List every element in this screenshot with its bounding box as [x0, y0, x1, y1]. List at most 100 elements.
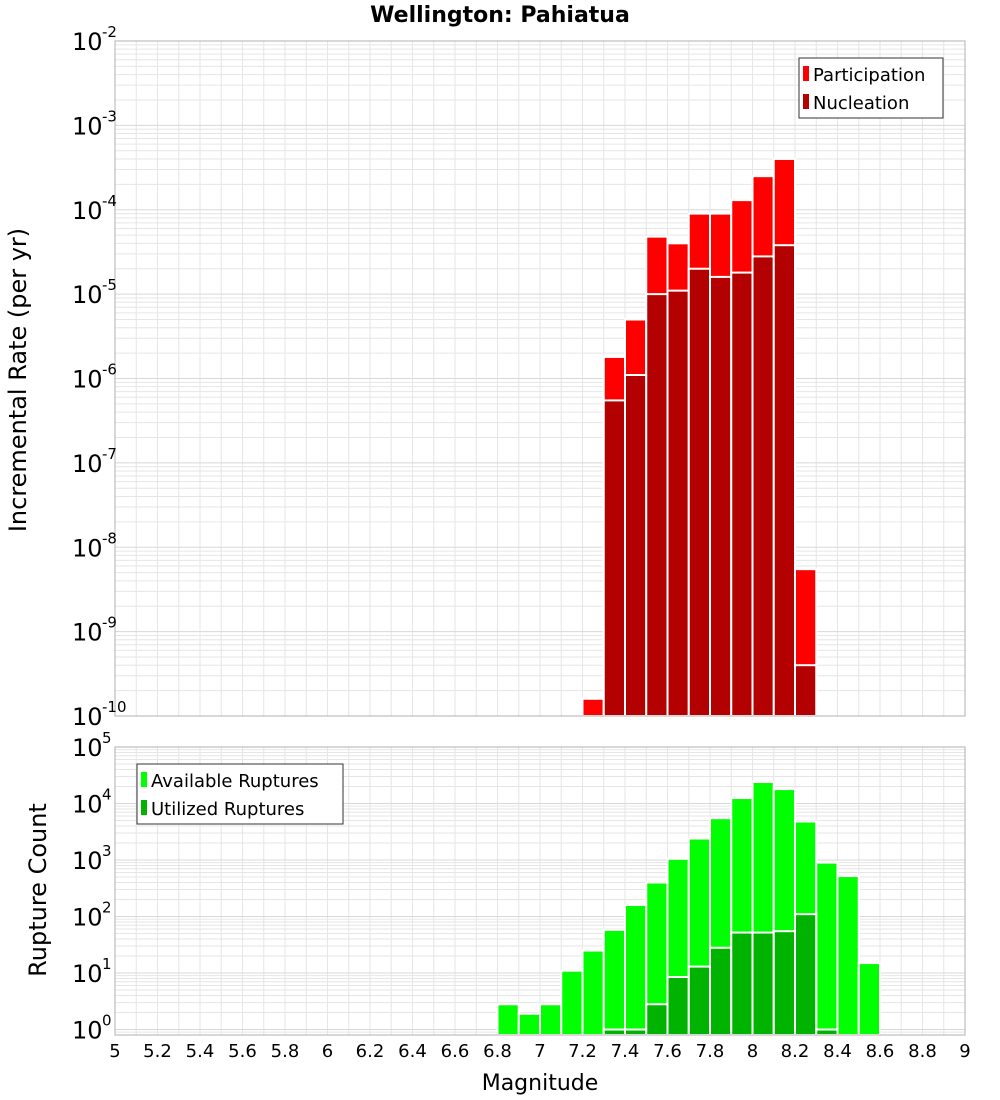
top-y-tick-label: 10 -9 — [72, 614, 117, 647]
svg-text:-9: -9 — [102, 614, 117, 632]
top-bar-nucleation — [645, 293, 669, 717]
chart-title: Wellington: Pahiatua — [370, 3, 630, 28]
bottom-legend-swatch — [141, 772, 147, 787]
bottom-bar-available-ruptures — [624, 903, 648, 1036]
bottom-bar-available-ruptures — [602, 928, 626, 1037]
x-tick-label: 7.8 — [696, 1041, 725, 1062]
x-tick-label: 8.8 — [908, 1041, 937, 1062]
x-tick-label: 8 — [747, 1041, 758, 1062]
svg-text:10: 10 — [72, 450, 103, 478]
svg-text:-10: -10 — [102, 698, 127, 716]
x-tick-label: 6.8 — [483, 1041, 512, 1062]
svg-text:5: 5 — [102, 729, 112, 747]
bottom-x-ticks: 5 5.2 5.4 5.6 5.8 6 6.2 6.4 6.6 6.8 7 7.2 7.4 7.6 7.8 8… — [109, 1041, 970, 1062]
svg-text:-7: -7 — [102, 445, 117, 463]
bottom-legend-swatch — [141, 800, 147, 815]
svg-text:10: 10 — [72, 112, 103, 140]
svg-text:10: 10 — [72, 281, 103, 309]
bottom-bar-available-ruptures — [496, 1003, 520, 1036]
svg-text:-6: -6 — [102, 361, 117, 379]
x-tick-label: 8.2 — [781, 1041, 810, 1062]
top-y-tick-label: 10 -2 — [72, 23, 117, 56]
top-y-tick-label: 10 -5 — [72, 276, 117, 309]
x-tick-label: 6.2 — [356, 1041, 385, 1062]
top-series-nucleation — [602, 244, 818, 718]
bottom-bar-available-ruptures — [836, 875, 860, 1036]
svg-text:-3: -3 — [102, 107, 117, 125]
svg-text:10: 10 — [72, 619, 103, 647]
svg-text:3: 3 — [102, 842, 112, 860]
bottom-legend-box — [136, 763, 344, 825]
top-y-tick-label: 10 -3 — [72, 107, 117, 140]
top-bar-nucleation — [666, 289, 690, 717]
x-tick-label: 7.4 — [611, 1041, 640, 1062]
top-y-tick-label: 10 -7 — [72, 445, 117, 478]
bottom-y-tick-label: 10 4 — [72, 786, 112, 819]
svg-text:10: 10 — [72, 734, 103, 762]
bottom-panel-rupture-count-chart: 10 010 110 210 310 410 55 5.2 5.4 5.6 5.8 6 6.2 6.4 6.… — [72, 729, 971, 1062]
top-legend-label: Participation — [813, 65, 925, 86]
svg-text:10: 10 — [72, 197, 103, 225]
bottom-bar-utilized-ruptures — [602, 1028, 626, 1037]
top-grid — [114, 40, 966, 717]
svg-text:0: 0 — [102, 1012, 112, 1030]
bottom-legend-label: Utilized Ruptures — [151, 799, 304, 820]
x-tick-label: 5.6 — [228, 1041, 257, 1062]
bottom-bar-utilized-ruptures — [815, 1028, 839, 1037]
svg-text:2: 2 — [102, 899, 112, 917]
bottom-legend: Available Ruptures Utilized Ruptures — [136, 763, 344, 825]
svg-text:10: 10 — [72, 904, 103, 932]
top-legend-label: Nucleation — [813, 93, 909, 114]
top-bar-nucleation — [794, 664, 818, 717]
bottom-bar-available-ruptures — [815, 861, 839, 1036]
bottom-bar-utilized-ruptures — [794, 913, 818, 1037]
bottom-y-tick-label: 10 0 — [72, 1012, 112, 1045]
x-tick-label: 6.6 — [441, 1041, 470, 1062]
top-legend-swatch — [803, 66, 809, 81]
top-bar-nucleation — [772, 244, 796, 718]
top-y-tick-label: 10 -10 — [72, 698, 127, 731]
top-bar-nucleation — [730, 271, 754, 717]
top-bar-nucleation — [624, 374, 648, 717]
x-tick-label: 5.4 — [186, 1041, 215, 1062]
bottom-y-tick-label: 10 1 — [72, 955, 112, 988]
top-legend-swatch — [803, 94, 809, 109]
bottom-bar-utilized-ruptures — [687, 965, 711, 1036]
top-bar-participation — [581, 697, 605, 718]
top-bar-nucleation — [602, 399, 626, 717]
bottom-plot-frame — [114, 746, 966, 1036]
svg-text:10: 10 — [72, 28, 103, 56]
svg-text:10: 10 — [72, 791, 103, 819]
bottom-y-tick-label: 10 5 — [72, 729, 112, 762]
svg-text:10: 10 — [72, 1017, 103, 1045]
top-y-tick-label: 10 -4 — [72, 192, 117, 225]
bottom-bar-utilized-ruptures — [709, 946, 733, 1036]
bottom-bar-available-ruptures — [581, 949, 605, 1036]
bottom-bar-utilized-ruptures — [645, 1003, 669, 1036]
svg-text:10: 10 — [72, 366, 103, 394]
bottom-bar-utilized-ruptures — [666, 976, 690, 1036]
bottom-bar-utilized-ruptures — [730, 931, 754, 1036]
svg-text:4: 4 — [102, 786, 112, 804]
bottom-bar-available-ruptures — [857, 962, 881, 1036]
x-tick-label: 8.6 — [866, 1041, 895, 1062]
x-tick-label: 7.2 — [568, 1041, 597, 1062]
svg-text:-2: -2 — [102, 23, 117, 41]
svg-text:1: 1 — [102, 955, 112, 973]
svg-text:-5: -5 — [102, 276, 117, 294]
top-bar-nucleation — [709, 275, 733, 717]
x-tick-label: 5 — [109, 1041, 120, 1062]
bottom-bar-utilized-ruptures — [751, 931, 775, 1036]
x-axis-label: Magnitude — [482, 1071, 599, 1096]
x-tick-label: 5.8 — [271, 1041, 300, 1062]
top-y-tick-label: 10 -6 — [72, 361, 117, 394]
top-legend-box — [798, 57, 944, 119]
x-tick-label: 8.4 — [823, 1041, 852, 1062]
bottom-legend-label: Available Ruptures — [151, 771, 319, 792]
top-legend: Participation Nucleation — [798, 57, 944, 119]
bottom-bar-available-ruptures — [539, 1003, 563, 1036]
